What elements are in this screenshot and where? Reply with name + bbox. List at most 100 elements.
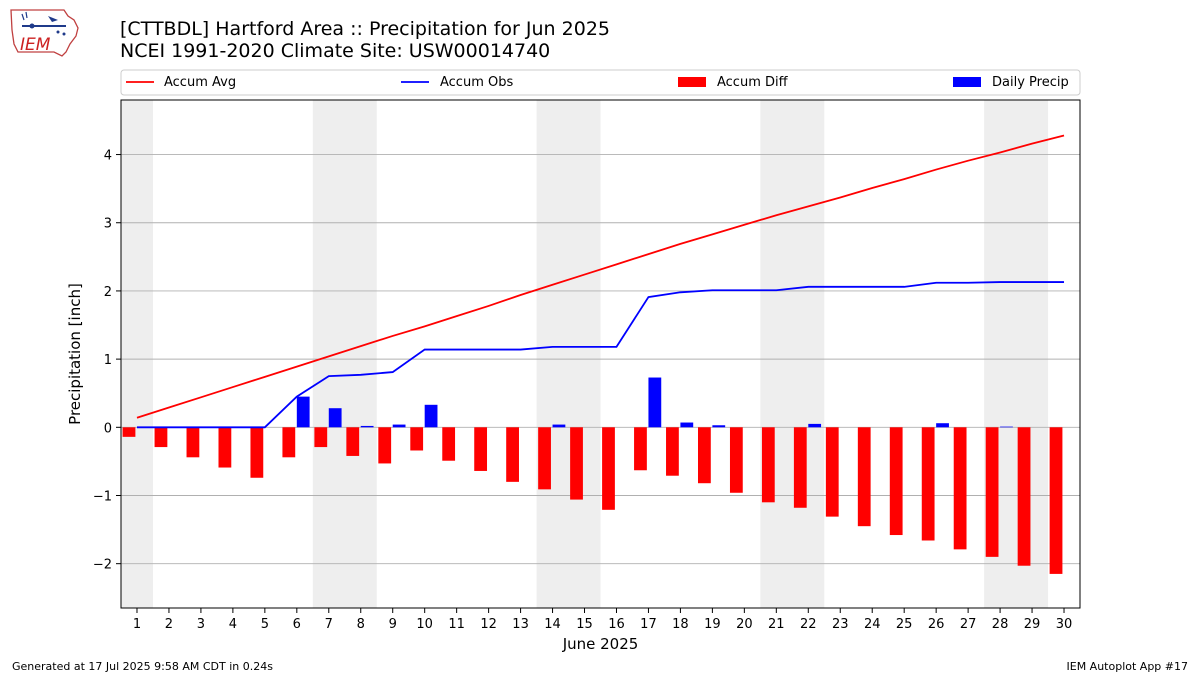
grid-lines [121,154,1080,565]
legend-label: Accum Diff [717,75,789,90]
x-tick-label: 9 [389,617,397,632]
accum-diff-bar [506,427,519,482]
accum-diff-bar [889,427,903,536]
x-tick-label: 19 [704,617,721,632]
x-tick-label: 23 [832,617,849,632]
y-tick-label: −2 [93,558,112,573]
daily-precip-bar [424,404,438,428]
x-tick-label: 8 [357,617,365,632]
x-tick-label: 4 [229,617,237,632]
x-tick-label: 13 [512,617,529,632]
y-tick-label: 4 [104,149,112,164]
x-tick-label: 20 [736,617,753,632]
daily-precip-bar [328,408,342,428]
accum-diff-bar [1017,427,1031,566]
x-tick-label: 15 [576,617,593,632]
accum-diff-bar [666,427,679,476]
x-tick-label: 25 [896,617,913,632]
daily-precip-bar [296,396,310,428]
y-tick-label: 1 [104,353,112,368]
lines [136,134,1065,429]
accum-diff-bar [985,427,999,557]
x-tick-label: 3 [197,617,205,632]
x-tick-label: 5 [261,617,269,632]
x-tick-label: 26 [928,617,945,632]
accum-diff-bar [729,427,743,493]
x-tick-label: 22 [800,617,817,632]
accum-obs-line [136,281,1065,429]
accum-diff-bar [793,427,807,508]
x-tick-label: 21 [768,617,785,632]
accum-diff-bar [921,427,935,541]
accum-diff-bar [346,427,360,456]
y-tick-label: 3 [104,217,112,232]
x-tick-label: 18 [672,617,689,632]
x-tick-label: 12 [480,617,497,632]
daily-precip-bar [360,425,374,428]
x-tick-label: 27 [960,617,977,632]
x-tick-label: 2 [165,617,173,632]
accum-diff-bar [825,427,839,517]
iem-logo: IEM [8,6,82,64]
legend-label: Accum Avg [164,75,236,90]
daily-precip-bar [1000,426,1013,428]
chart-subtitle: NCEI 1991-2020 Climate Site: USW00014740 [120,40,551,62]
legend-label: Daily Precip [992,75,1069,90]
accum-diff-bar [378,427,392,464]
footer-app-text: IEM Autoplot App #17 [1066,660,1189,673]
x-tick-label: 17 [640,617,657,632]
plot-frame [120,99,1081,609]
weekend-band [760,100,825,608]
y-tick-label: 0 [104,421,112,436]
accum-diff-bar [282,427,296,458]
y-axis-label: Precipitation [inch] [66,283,84,425]
weekend-shading [121,100,1049,608]
accum-diff-bar [314,427,328,448]
accum-diff-bar [218,427,232,468]
accum-diff-bar [442,427,456,461]
footer-generated-text: Generated at 17 Jul 2025 9:58 AM CDT in … [12,660,273,673]
accum-diff-bar [122,427,136,437]
accum-diff-bar [474,427,488,471]
bars [122,377,1063,574]
x-tick-label: 30 [1056,617,1073,632]
daily-precip-bar [808,423,822,428]
accum-diff-bar [186,427,200,458]
x-tick-label: 7 [325,617,333,632]
accum-diff-bar [857,427,871,527]
x-tick-label: 1 [133,617,141,632]
y-tick-label: −1 [93,489,112,504]
legend: Accum Avg Accum Obs Accum Diff Daily Precip [120,69,1081,96]
daily-precip-bar [392,424,406,428]
daily-precip-bar [936,423,949,428]
x-axis-label: June 2025 [562,635,639,653]
legend-label: Accum Obs [440,75,513,90]
accum-diff-bar [761,427,775,503]
weekend-band [121,100,153,608]
x-tick-label: 29 [1024,617,1041,632]
daily-precip-bar [552,424,566,428]
accum-avg-line [136,134,1065,419]
accum-diff-bar [570,427,583,500]
legend-swatch-bar [953,77,981,87]
x-tick-label: 28 [992,617,1009,632]
accum-diff-bar [634,427,647,471]
legend-swatch-bar [678,77,706,87]
x-tick-label: 10 [416,617,433,632]
accum-diff-bar [410,427,424,451]
accum-diff-bar [538,427,551,490]
x-tick-label: 11 [448,617,465,632]
accum-diff-bar [154,427,168,448]
y-tick-label: 2 [104,285,112,300]
daily-precip-bar [712,425,726,428]
x-tick-label: 24 [864,617,881,632]
chart-title: [CTTBDL] Hartford Area :: Precipitation … [120,18,610,40]
accum-diff-bar [1049,427,1063,574]
accum-diff-bar [250,427,264,478]
x-tick-label: 16 [608,617,625,632]
daily-precip-bar [680,422,694,428]
accum-diff-bar [697,427,711,484]
accum-diff-bar [602,427,615,510]
